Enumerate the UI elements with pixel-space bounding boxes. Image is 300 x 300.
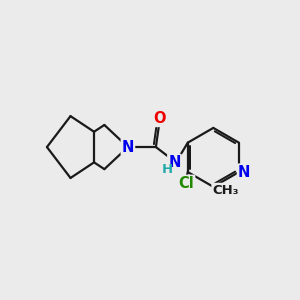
Text: N: N <box>122 140 134 154</box>
Text: N: N <box>238 165 250 180</box>
Text: O: O <box>153 111 166 126</box>
Text: CH₃: CH₃ <box>212 184 239 197</box>
Text: N: N <box>168 155 181 170</box>
Text: Cl: Cl <box>178 176 194 191</box>
Text: H: H <box>162 163 173 176</box>
